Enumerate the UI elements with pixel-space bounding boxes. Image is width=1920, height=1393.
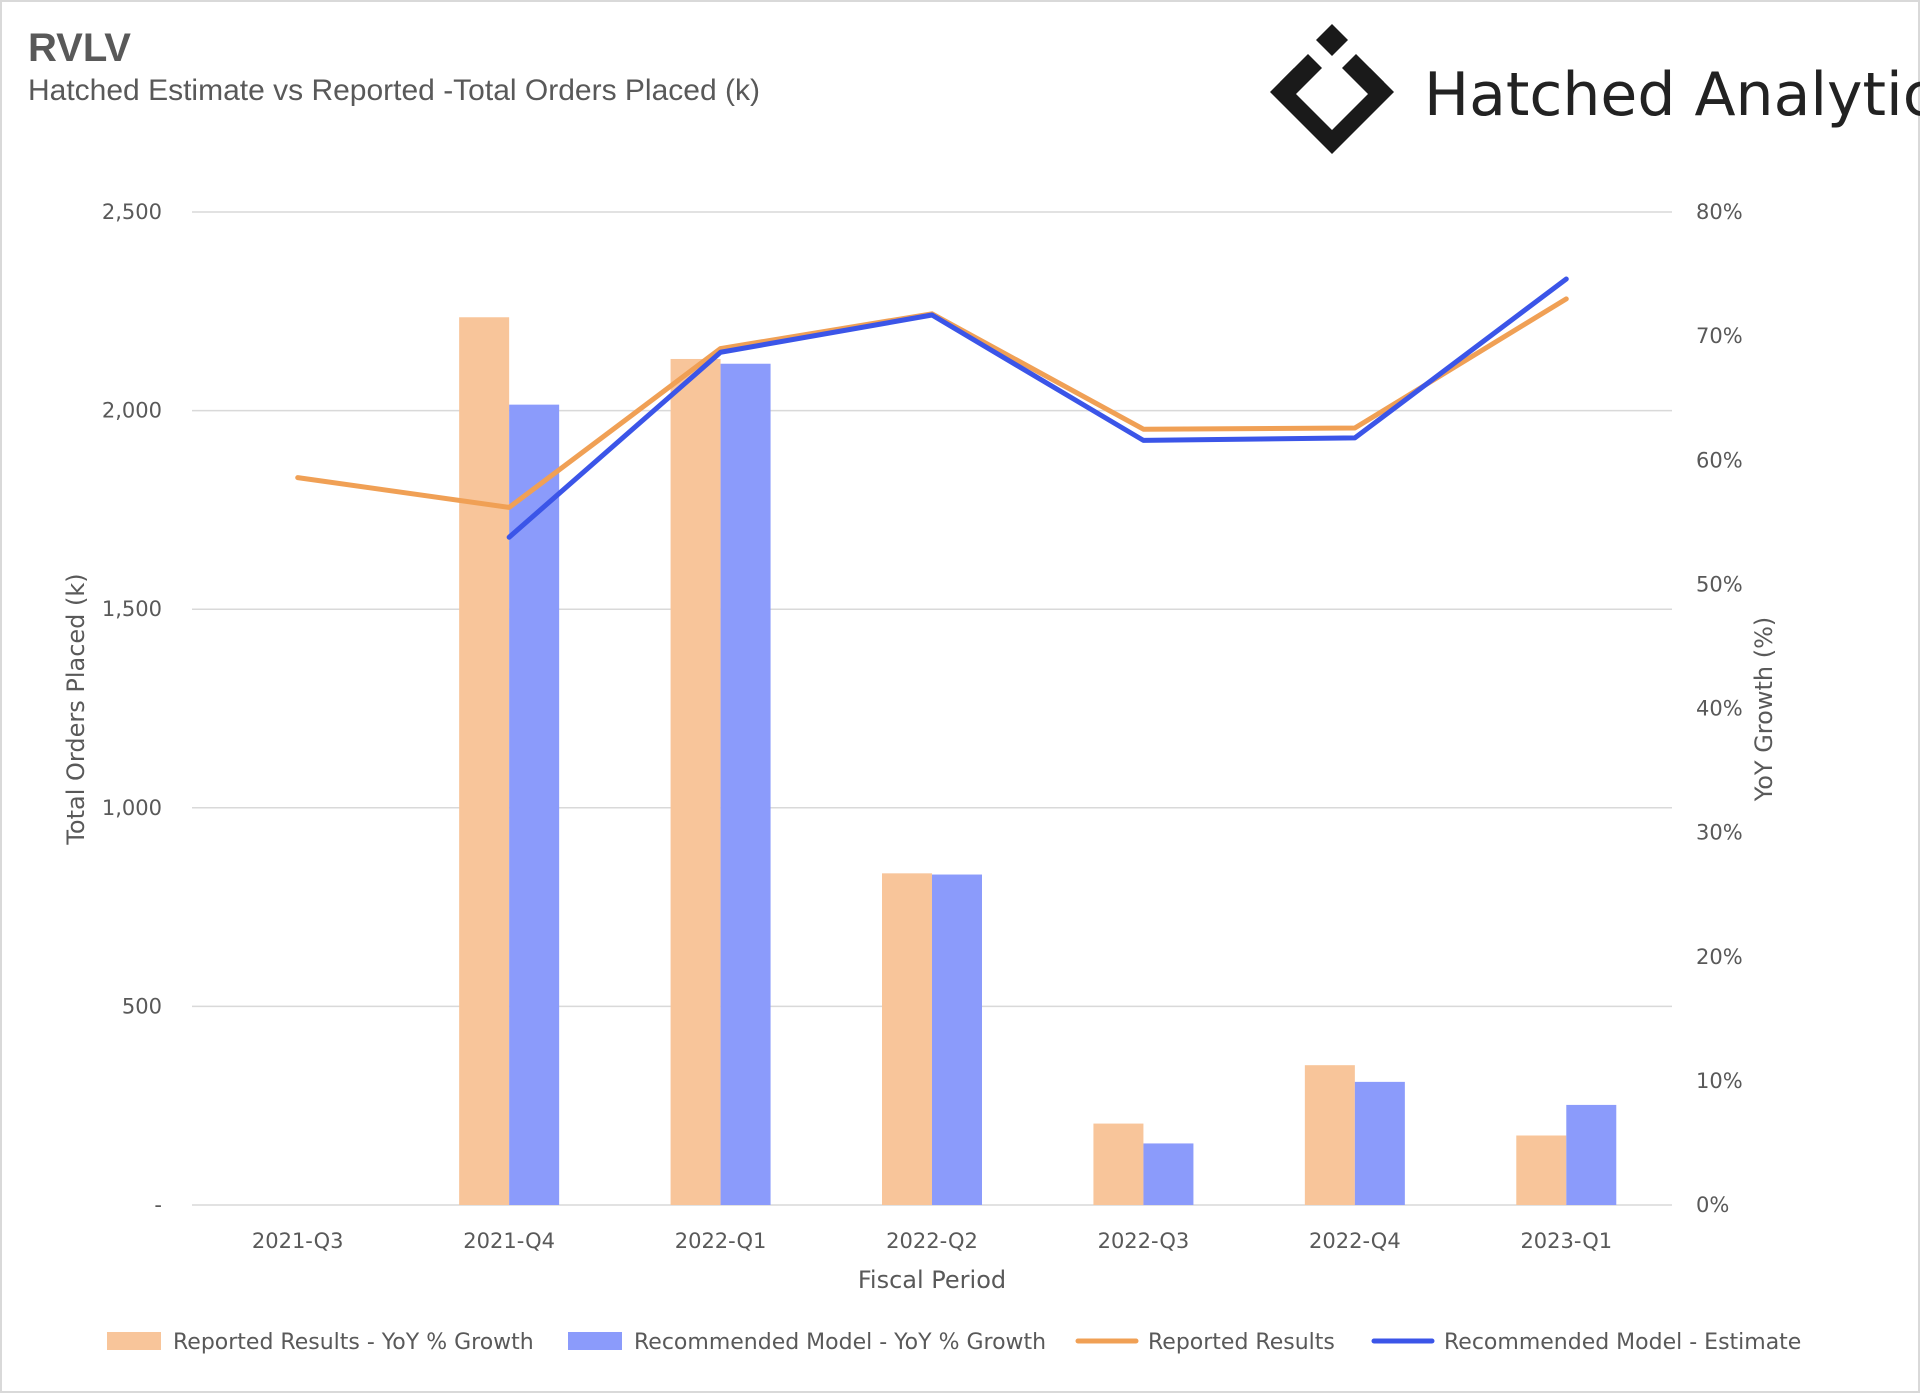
legend-label: Reported Results - YoY % Growth bbox=[173, 1330, 534, 1355]
brand-logo: Hatched Analytics bbox=[1264, 20, 1920, 165]
legend-item: Reported Results - YoY % Growth bbox=[107, 1330, 534, 1355]
chart-subtitle: Hatched Estimate vs Reported -Total Orde… bbox=[28, 74, 760, 107]
x-tick-label: 2021-Q3 bbox=[252, 1229, 344, 1253]
line-layer bbox=[295, 276, 1569, 540]
y-tick-label: 2,500 bbox=[102, 200, 162, 224]
legend-item: Recommended Model - Estimate bbox=[1371, 1330, 1801, 1355]
legend-item: Recommended Model - YoY % Growth bbox=[568, 1330, 1046, 1355]
line-recommended-model bbox=[506, 276, 1569, 540]
brand-name: Hatched Analytics bbox=[1424, 60, 1920, 130]
bar-reported-2023-Q1 bbox=[1516, 1135, 1567, 1205]
y2-tick-label: 50% bbox=[1696, 572, 1743, 596]
y-tick-label: 500 bbox=[122, 994, 162, 1018]
legend-label: Reported Results bbox=[1148, 1330, 1335, 1355]
x-tick-label: 2022-Q3 bbox=[1098, 1229, 1190, 1253]
y2-tick-label: 70% bbox=[1696, 324, 1743, 348]
y2-axis-ticks: 0% 10% 20% 30% 40% 50% 60% 70% 80% bbox=[1696, 200, 1743, 1217]
y-axis-ticks: - 500 1,000 1,500 2,000 2,500 bbox=[102, 200, 162, 1217]
legend: Reported Results - YoY % Growth Recommend… bbox=[107, 1330, 1801, 1355]
bar-model-2023-Q1 bbox=[1566, 1104, 1617, 1205]
x-tick-label: 2022-Q4 bbox=[1309, 1229, 1401, 1253]
x-tick-label: 2023-Q1 bbox=[1520, 1229, 1612, 1253]
x-axis-title: Fiscal Period bbox=[858, 1266, 1006, 1294]
y-tick-label: 1,500 bbox=[102, 597, 162, 621]
bar-model-2022-Q2 bbox=[932, 874, 982, 1205]
bar-reported-2022-Q2 bbox=[882, 873, 932, 1205]
x-axis-ticks: 2021-Q3 2021-Q4 2022-Q1 2022-Q2 2022-Q3 2022-… bbox=[252, 1229, 1612, 1253]
y2-axis-title: YoY Growth (%) bbox=[1750, 617, 1778, 802]
y2-tick-label: 0% bbox=[1696, 1193, 1729, 1217]
bar-model-2022-Q3 bbox=[1143, 1143, 1194, 1205]
y-axis-title: Total Orders Placed (k) bbox=[62, 573, 90, 845]
x-tick-label: 2022-Q2 bbox=[886, 1229, 978, 1253]
legend-label: Recommended Model - Estimate bbox=[1444, 1330, 1801, 1355]
y2-tick-label: 10% bbox=[1696, 1069, 1743, 1093]
x-tick-label: 2022-Q1 bbox=[675, 1229, 767, 1253]
chart-title: RVLV bbox=[28, 26, 131, 70]
bar-reported-2022-Q3 bbox=[1093, 1123, 1144, 1205]
legend-swatch bbox=[107, 1332, 161, 1350]
y-tick-label: - bbox=[154, 1193, 162, 1217]
y2-tick-label: 60% bbox=[1696, 448, 1743, 472]
y-tick-label: 2,000 bbox=[102, 399, 162, 423]
hatched-diamond-icon bbox=[1270, 24, 1394, 154]
x-tick-label: 2021-Q4 bbox=[463, 1229, 555, 1253]
bar-reported-2022-Q1 bbox=[670, 358, 721, 1205]
y2-tick-label: 80% bbox=[1696, 200, 1743, 224]
legend-swatch bbox=[568, 1332, 622, 1350]
y2-tick-label: 30% bbox=[1696, 821, 1743, 845]
bar-model-2022-Q1 bbox=[720, 363, 771, 1205]
legend-label: Recommended Model - YoY % Growth bbox=[634, 1330, 1046, 1355]
y2-tick-label: 20% bbox=[1696, 945, 1743, 969]
bar-model-2021-Q4 bbox=[509, 404, 560, 1206]
bar-reported-2022-Q4 bbox=[1304, 1065, 1355, 1205]
y2-tick-label: 40% bbox=[1696, 697, 1743, 721]
bar-layer bbox=[459, 317, 1617, 1206]
bar-reported-2021-Q4 bbox=[459, 317, 510, 1205]
legend-item: Reported Results bbox=[1075, 1330, 1335, 1355]
bar-model-2022-Q4 bbox=[1354, 1081, 1405, 1205]
y-tick-label: 1,000 bbox=[102, 796, 162, 820]
